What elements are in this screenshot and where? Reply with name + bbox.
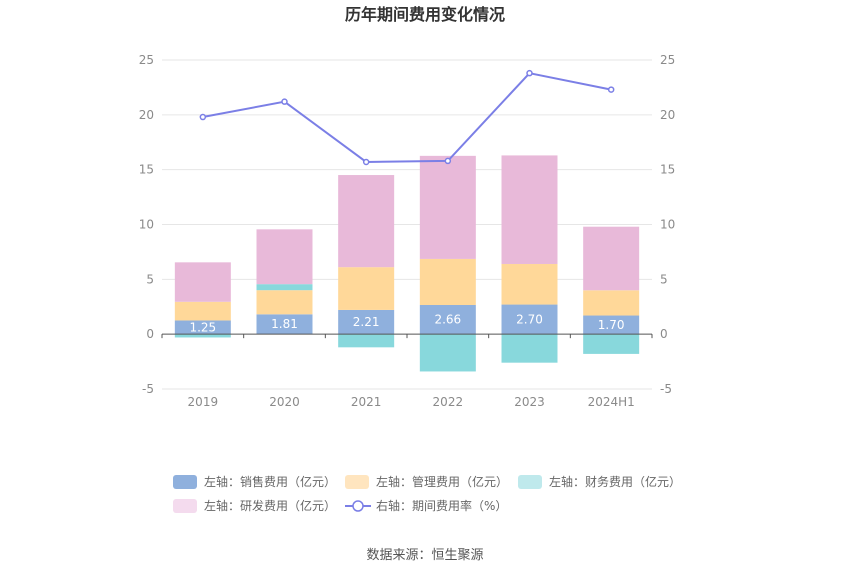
- bar-segment: [256, 229, 313, 285]
- legend-label: 左轴：研发费用（亿元）: [204, 498, 336, 513]
- bar-segment: [338, 309, 395, 335]
- bar-segment: [338, 267, 395, 310]
- category-label: 2024H1: [588, 395, 635, 409]
- line-layer: [199, 69, 615, 166]
- bar-segment: [583, 334, 640, 354]
- rate-point: [199, 113, 207, 121]
- bar-segment: [501, 334, 558, 363]
- bar-segment: [338, 175, 395, 268]
- rate-point: [362, 158, 370, 166]
- bar-segment: [174, 320, 231, 335]
- right-tick-label: 20: [660, 108, 675, 122]
- rate-point: [281, 98, 288, 105]
- category-label: 2023: [514, 395, 545, 409]
- legend-swatch: [345, 475, 369, 489]
- bar-segment: [256, 290, 313, 315]
- bar-segment: [501, 155, 558, 264]
- legend-swatch: [173, 475, 197, 489]
- bar-value-label: 2.21: [353, 315, 380, 329]
- legend-label: 右轴：期间费用率（%）: [376, 498, 507, 513]
- legend-swatch: [518, 475, 542, 489]
- right-tick-label: 15: [660, 163, 675, 177]
- bar-segment: [338, 334, 395, 348]
- bar-segment: [419, 334, 476, 372]
- bar-segment: [419, 258, 476, 305]
- bar-value-label: 2.70: [516, 312, 543, 326]
- bar-segment: [583, 290, 640, 316]
- left-tick-label: 25: [139, 53, 154, 67]
- right-tick-label: 25: [660, 53, 675, 67]
- bar-value-label: 1.25: [189, 320, 216, 334]
- legend-label: 左轴：销售费用（亿元）: [204, 474, 336, 489]
- bar-segment: [174, 334, 231, 338]
- rate-point: [526, 69, 533, 77]
- right-tick-label: 5: [660, 272, 668, 286]
- legend-label: 左轴：管理费用（亿元）: [376, 474, 508, 489]
- legend-swatch: [173, 499, 197, 513]
- left-tick-label: 20: [139, 108, 154, 122]
- right-tick-label: 10: [660, 218, 675, 232]
- legend: 左轴：销售费用（亿元） 左轴：管理费用（亿元） 左轴：财务费用（亿元） 左轴：研发费用…: [173, 474, 681, 513]
- left-tick-label: -5: [142, 382, 154, 396]
- left-tick-label: 5: [146, 272, 154, 286]
- bar-segment: [501, 263, 558, 305]
- left-tick-label: 15: [139, 163, 154, 177]
- bar-segment: [501, 304, 558, 335]
- category-label: 2019: [188, 395, 219, 409]
- bar-layer: 1.25 1.81 2.21 2.66 2.70 1.70: [174, 155, 640, 372]
- rate-point: [444, 157, 452, 165]
- rate-line: [202, 72, 612, 163]
- bar-segment: [256, 284, 313, 291]
- chart-title: 历年期间费用变化情况: [345, 5, 505, 24]
- grid-layer: [162, 59, 652, 390]
- left-tick-label: 0: [146, 327, 154, 341]
- bar-segment: [174, 262, 231, 302]
- rate-point: [607, 86, 615, 93]
- bar-segment: [256, 314, 313, 335]
- bar-value-label: 2.66: [434, 313, 461, 327]
- bar-segment: [419, 155, 476, 259]
- data-source: 数据来源：恒生聚源: [366, 548, 483, 563]
- bar-segment: [419, 304, 476, 335]
- right-tick-label: 0: [660, 327, 668, 341]
- left-tick-label: 10: [139, 218, 154, 232]
- right-tick-label: -5: [660, 382, 672, 396]
- category-label: 2021: [351, 395, 382, 409]
- legend-label: 左轴：财务费用（亿元）: [549, 474, 681, 489]
- category-label: 2022: [433, 395, 464, 409]
- bar-value-label: 1.70: [598, 318, 625, 332]
- bar-value-label: 1.81: [271, 317, 298, 331]
- bar-segment: [174, 301, 231, 321]
- category-label: 2020: [269, 395, 300, 409]
- legend-point-swatch: [352, 500, 364, 512]
- axis-layer: -5 0 5 10 15 20 25 -5 0 5 10 15 20 25 2019 2020 2021 2022…: [139, 53, 676, 409]
- bar-segment: [583, 315, 640, 335]
- bar-segment: [583, 226, 640, 291]
